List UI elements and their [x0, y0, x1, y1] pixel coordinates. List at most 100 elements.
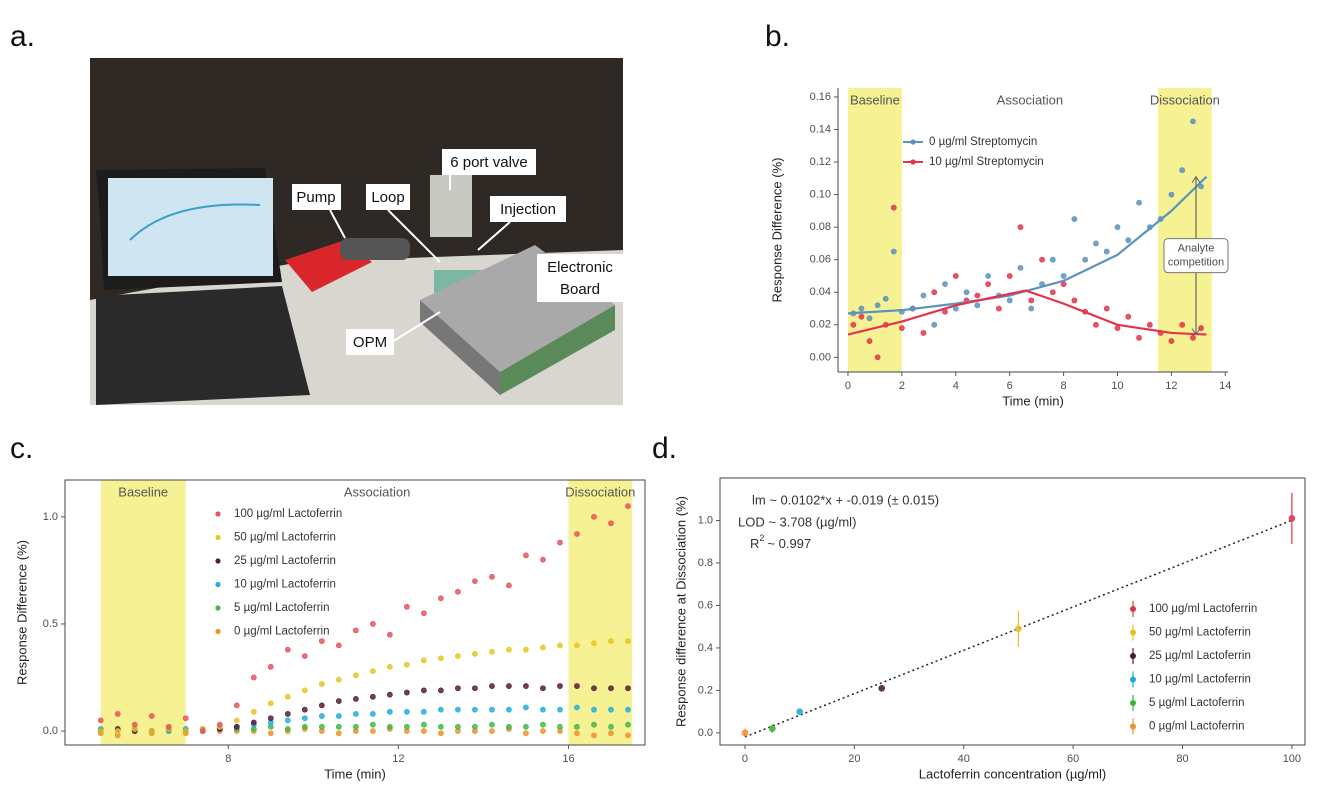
photo-label: Electronic [547, 259, 613, 276]
data-point [386, 631, 393, 638]
data-point [574, 683, 580, 689]
legend-marker [910, 139, 916, 145]
region-shade [568, 480, 633, 745]
y-axis-title: Response Difference (%) [14, 540, 29, 685]
data-point [866, 338, 873, 344]
data-point [472, 685, 478, 692]
data-point [369, 721, 376, 728]
data-point [942, 281, 948, 288]
x-tick-label: 2 [899, 380, 905, 392]
data-point [437, 595, 444, 602]
data-point [523, 730, 529, 737]
data-point [974, 292, 981, 299]
data-point [420, 728, 427, 734]
data-point [540, 556, 546, 563]
data-point [1049, 289, 1056, 296]
data-point [1028, 305, 1035, 312]
data-point [1028, 297, 1035, 304]
data-point [284, 711, 291, 717]
data-point [882, 295, 889, 302]
data-point [506, 706, 512, 713]
photo-label: OPM [353, 334, 387, 351]
data-point [574, 642, 580, 649]
region-label: Dissociation [565, 484, 635, 499]
x-tick-label: 80 [1176, 753, 1188, 765]
legend-label: 100 µg/ml Lactoferrin [234, 508, 342, 520]
data-point [1017, 224, 1024, 231]
legend-marker [215, 628, 221, 635]
data-point [489, 573, 495, 580]
y-tick-label: 1.0 [698, 514, 713, 526]
legend-label: 50 µg/ml Lactoferrin [1149, 627, 1251, 639]
data-point [591, 732, 597, 739]
board-side [420, 300, 500, 395]
label-box [366, 184, 410, 210]
r-symbol: R [750, 536, 759, 551]
data-point [574, 531, 580, 537]
data-point [318, 681, 325, 687]
data-point [472, 578, 478, 585]
legend-label: 0 µg/ml Lactoferrin [234, 626, 329, 638]
data-point [1060, 273, 1067, 279]
data-point [608, 520, 614, 527]
data-point [352, 696, 359, 702]
data-point [985, 273, 992, 279]
data-point [1288, 515, 1296, 522]
photo-label: Injection [500, 201, 556, 218]
x-tick-label: 4 [953, 380, 959, 392]
board-front [500, 305, 615, 395]
data-point [318, 713, 325, 719]
data-point [1114, 325, 1121, 331]
data-point [97, 728, 104, 734]
data-point [233, 702, 240, 709]
data-point [858, 305, 865, 312]
data-point [741, 729, 749, 737]
legend-label: 10 µg/ml Streptomycin [929, 156, 1044, 168]
data-point [335, 698, 342, 704]
label-box [346, 329, 394, 355]
data-point [352, 711, 359, 717]
data-point [523, 552, 529, 559]
x-axis-title: Time (min) [1002, 393, 1064, 408]
data-point [591, 706, 597, 713]
data-point [625, 503, 631, 510]
legend-label: 25 µg/ml Lactoferrin [234, 555, 336, 567]
data-point [455, 653, 461, 659]
data-point [437, 723, 444, 730]
data-point [267, 715, 274, 722]
data-point [386, 723, 393, 730]
data-point [874, 354, 881, 361]
x-tick-label: 20 [848, 753, 860, 765]
data-point [1039, 256, 1045, 263]
data-point [301, 723, 308, 730]
data-point [250, 719, 257, 726]
data-point [1168, 191, 1175, 198]
data-point [489, 728, 495, 734]
data-point [472, 651, 478, 657]
y-tick-label: 0.6 [698, 599, 713, 611]
data-point [591, 513, 597, 520]
data-point [1017, 264, 1024, 271]
y-tick-label: 0.10 [810, 189, 831, 201]
y-tick-label: 0.02 [810, 319, 831, 331]
data-point [455, 588, 461, 595]
legend-label: 5 µg/ml Lactoferrin [234, 602, 329, 614]
data-point [335, 723, 342, 730]
data-point [1114, 224, 1121, 231]
data-point [506, 582, 512, 589]
data-point [267, 700, 274, 707]
data-point [455, 723, 461, 730]
data-point [1082, 256, 1089, 263]
data-point [866, 315, 873, 322]
data-point [591, 640, 597, 647]
data-point [591, 685, 597, 692]
label-box [292, 184, 341, 210]
fit-stats: lm ~ 0.0102*x + -0.019 (± 0.015) LOD ~ 3… [738, 492, 939, 551]
region-shade [847, 88, 902, 372]
legend-marker [215, 511, 221, 517]
legend-marker [1130, 700, 1136, 706]
y-axis-title: Response Difference (%) [769, 158, 784, 303]
y-tick-label: 0.14 [810, 123, 831, 135]
data-point [386, 691, 393, 698]
